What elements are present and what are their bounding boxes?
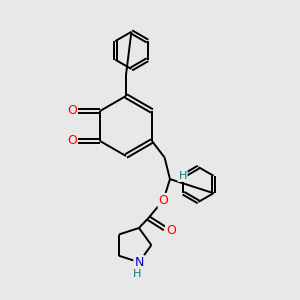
Text: O: O <box>67 134 77 148</box>
Text: O: O <box>158 194 168 207</box>
Text: H: H <box>133 268 142 279</box>
Text: O: O <box>166 224 176 237</box>
Text: H: H <box>178 171 187 181</box>
Text: N: N <box>134 256 144 269</box>
Text: O: O <box>67 104 77 118</box>
